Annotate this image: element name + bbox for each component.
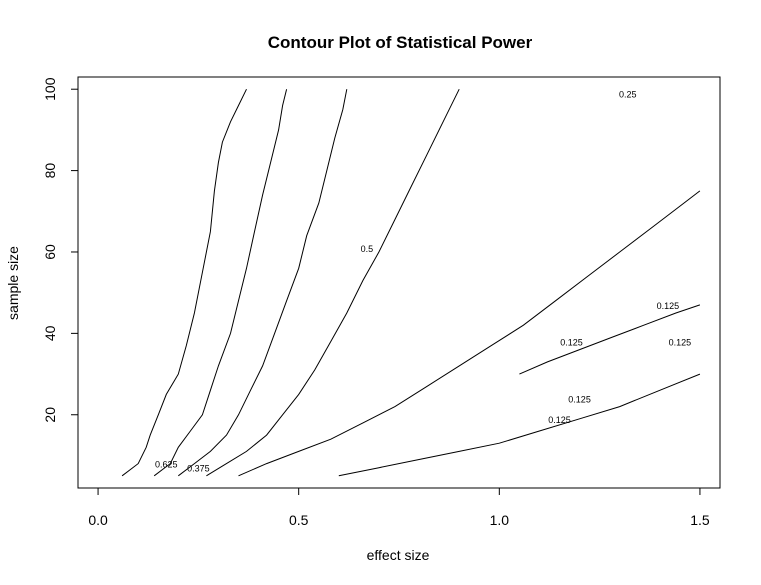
contour-line-1 bbox=[153, 89, 288, 477]
plot-frame bbox=[77, 76, 721, 489]
contour-label-8: 0.25 bbox=[619, 89, 637, 99]
contour-line-3 bbox=[206, 88, 460, 477]
contour-label-0: 0.625 bbox=[155, 460, 178, 470]
y-tick-label-0: 20 bbox=[42, 407, 58, 423]
y-axis-label: sample size bbox=[5, 246, 21, 320]
contour-line-4 bbox=[238, 190, 701, 477]
contour-labels: 0.625 0.375 0.5 0.125 0.125 0.125 0.125 0.125 0.… bbox=[155, 89, 691, 473]
contour-label-4: 0.125 bbox=[560, 338, 583, 348]
contour-line-5 bbox=[338, 373, 701, 477]
contour-label-2: 0.5 bbox=[361, 244, 374, 254]
contour-line-2 bbox=[177, 89, 348, 477]
x-tick-label-1: 0.5 bbox=[289, 512, 309, 528]
contour-label-7: 0.125 bbox=[548, 415, 571, 425]
contour-line-6 bbox=[519, 304, 701, 375]
x-tick-label-3: 1.5 bbox=[690, 512, 710, 528]
contour-label-1: 0.375 bbox=[187, 464, 210, 474]
chart-title: Contour Plot of Statistical Power bbox=[268, 33, 533, 52]
contour-line-0 bbox=[121, 88, 247, 477]
y-tick-label-3: 80 bbox=[42, 163, 58, 179]
x-tick-label-2: 1.0 bbox=[490, 512, 510, 528]
y-tick-label-4: 100 bbox=[42, 77, 58, 101]
contour-label-3: 0.125 bbox=[657, 301, 680, 311]
contour-lines bbox=[121, 88, 701, 477]
x-axis-label: effect size bbox=[367, 547, 430, 563]
y-axis: 20 40 60 80 100 bbox=[42, 77, 79, 423]
y-tick-label-2: 60 bbox=[42, 244, 58, 260]
contour-label-5: 0.125 bbox=[669, 338, 692, 348]
contour-label-6: 0.125 bbox=[568, 395, 591, 405]
x-tick-label-0: 0.0 bbox=[88, 512, 108, 528]
y-tick-label-1: 40 bbox=[42, 325, 58, 341]
x-axis: 0.0 0.5 1.0 1.5 bbox=[88, 487, 710, 528]
